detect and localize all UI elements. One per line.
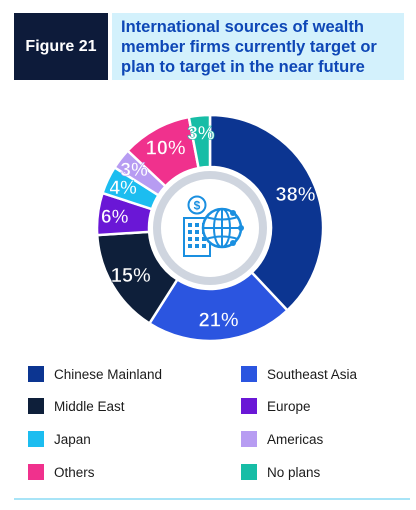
legend-label: Japan [54,431,91,447]
figure-title-box: International sources of wealth member f… [112,13,404,80]
donut-slices [95,113,325,343]
legend-swatch [241,464,257,480]
slice-label-no-plans: 3% [187,123,215,144]
legend-item-no-plans: No plans [241,464,320,480]
slice-label-americas: 3% [120,160,148,181]
legend-swatch [241,398,257,414]
slice-label-southeast-asia: 21% [199,310,239,332]
donut-chart: $ 38%21%15%6%4%3%10%3% [95,113,325,343]
legend-item-chinese-mainland: Chinese Mainland [28,366,162,382]
legend-swatch [28,464,44,480]
legend-label: Others [54,464,95,480]
legend-item-southeast-asia: Southeast Asia [241,366,357,382]
slice-label-japan: 4% [109,178,137,199]
slice-label-others: 10% [146,137,186,159]
legend-item-americas: Americas [241,431,323,447]
legend-label: Middle East [54,398,125,414]
legend-label: Chinese Mainland [54,366,163,382]
figure-title: International sources of wealth member f… [121,18,377,76]
legend-label: Southeast Asia [267,366,358,382]
slice-chinese-mainland [208,113,325,313]
slice-label-europe: 6% [101,207,129,228]
svg-text:$: $ [194,199,201,213]
legend-swatch [241,431,257,447]
legend-swatch [28,366,44,382]
legend-item-europe: Europe [241,398,311,414]
legend-item-middle-east: Middle East [28,398,125,414]
slice-no-plans [187,113,212,170]
building-dollar-globe-icon: $ [183,195,244,257]
slice-label-middle-east: 15% [111,265,151,287]
legend-swatch [28,398,44,414]
legend-label: Europe [267,398,311,414]
legend-label: No plans [267,464,321,480]
bottom-divider [14,498,410,500]
legend-item-others: Others [28,464,95,480]
figure-label: Figure 21 [14,13,108,80]
slice-label-chinese-mainland: 38% [276,184,316,206]
legend-swatch [28,431,44,447]
slice-labels: 38%21%15%6%4%3%10%3% [101,123,316,332]
legend-label: Americas [267,431,324,447]
legend-swatch [241,366,257,382]
legend-item-japan: Japan [28,431,91,447]
